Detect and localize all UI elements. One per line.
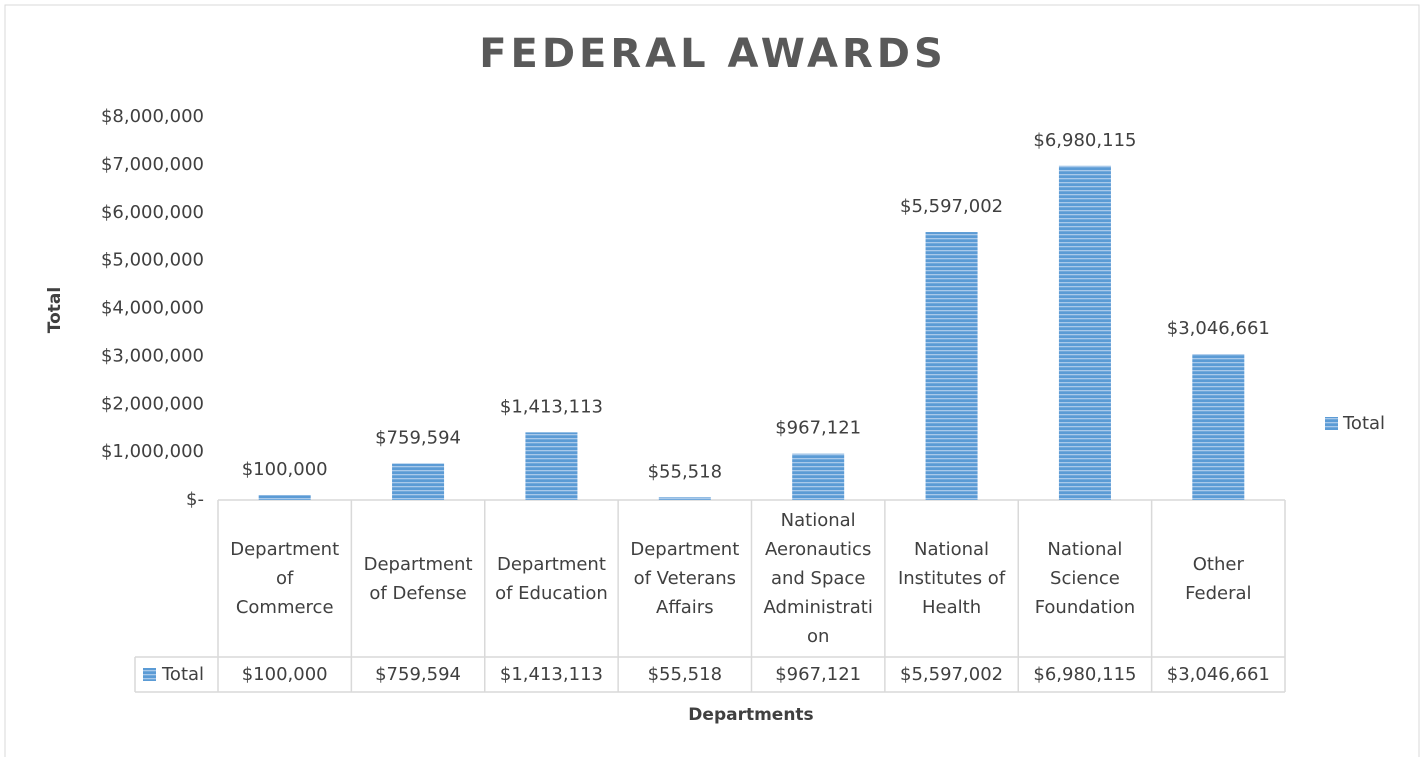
- data-label: $5,597,002: [900, 196, 1003, 217]
- y-tick-label: $7,000,000: [101, 154, 204, 175]
- legend-key: [143, 668, 156, 681]
- table-category: Other Federal: [1185, 553, 1252, 604]
- bar: [525, 432, 578, 500]
- x-axis-title: Departments: [688, 705, 813, 725]
- legend-label: Total: [1342, 413, 1385, 434]
- data-label: $967,121: [775, 418, 861, 439]
- data-label: $1,413,113: [500, 396, 603, 417]
- data-label: $6,980,115: [1033, 130, 1136, 151]
- table-value: $5,597,002: [900, 664, 1004, 685]
- table-category: National Science Foundation: [1034, 539, 1136, 618]
- bar: [1192, 354, 1245, 500]
- y-axis-title: Total: [45, 287, 65, 333]
- table-value: $967,121: [775, 664, 862, 685]
- table-category: Department of Defense: [363, 553, 473, 604]
- bar: [258, 495, 311, 500]
- table-category: Department of Veterans Affairs: [630, 539, 740, 618]
- table-series-name: Total: [161, 664, 204, 685]
- table-category: Department of Commerce: [230, 539, 340, 618]
- data-label: $3,046,661: [1167, 318, 1270, 339]
- y-tick-label: $3,000,000: [101, 345, 204, 366]
- y-tick-label: $-: [186, 489, 204, 510]
- data-label: $100,000: [242, 459, 328, 480]
- table-value: $759,594: [375, 664, 461, 685]
- table-category: National Aeronautics and Space Administr…: [763, 510, 873, 647]
- bar: [658, 497, 711, 500]
- bar: [792, 453, 845, 500]
- table-category: National Institutes of Health: [897, 539, 1006, 618]
- y-tick-label: $4,000,000: [101, 298, 204, 319]
- bar: [392, 463, 445, 500]
- y-tick-label: $2,000,000: [101, 393, 204, 414]
- table-value: $100,000: [241, 664, 328, 685]
- y-tick-label: $8,000,000: [101, 106, 204, 127]
- table-value: $55,518: [647, 664, 723, 685]
- chart-title: FEDERAL AWARDS: [479, 31, 947, 77]
- y-tick-label: $5,000,000: [101, 250, 204, 271]
- data-label: $55,518: [648, 461, 722, 482]
- table-value: $6,980,115: [1033, 664, 1137, 685]
- data-label: $759,594: [375, 428, 461, 449]
- bar: [925, 232, 978, 501]
- table-value: $1,413,113: [499, 664, 603, 685]
- bar: [1058, 165, 1111, 500]
- y-tick-label: $1,000,000: [101, 441, 204, 462]
- legend-key: [1325, 417, 1338, 430]
- y-tick-label: $6,000,000: [101, 202, 204, 223]
- table-value: $3,046,661: [1166, 664, 1270, 685]
- table-category: Department of Education: [495, 553, 608, 604]
- chart-border: [4, 4, 1420, 757]
